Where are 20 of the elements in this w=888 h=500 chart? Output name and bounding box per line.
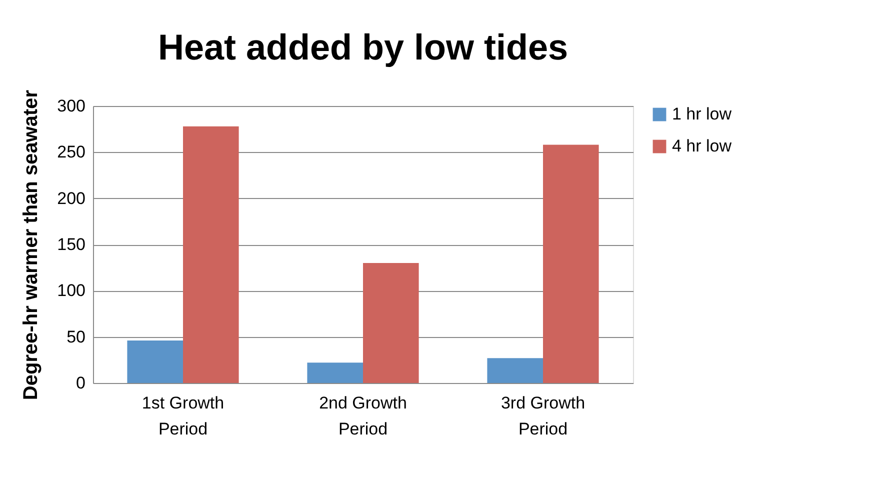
x-tick-label: 3rd Growth Period [500, 394, 586, 438]
bar [307, 362, 363, 383]
x-tick-label: 1st Growth Period [142, 394, 224, 438]
legend-label: 4 hr low [672, 136, 732, 156]
bar [127, 340, 183, 383]
y-tick-label: 200 [57, 188, 86, 208]
y-tick-label: 50 [66, 327, 86, 346]
y-tick-label: 0 [76, 374, 86, 392]
x-tick-label: 2nd Growth Period [319, 394, 407, 438]
y-tick-label: 150 [57, 235, 86, 254]
y-tick-label: 250 [57, 142, 86, 162]
bar [487, 358, 543, 383]
y-tick-label: 100 [57, 281, 86, 300]
legend-label: 1 hr low [672, 104, 732, 124]
y-tick-label: 300 [57, 96, 86, 116]
y-axis-title: Degree-hr warmer than seawater [20, 90, 42, 400]
bar [543, 144, 599, 383]
bar [183, 126, 239, 383]
bar [363, 262, 419, 383]
chart-title: Heat added by low tides [158, 26, 568, 68]
